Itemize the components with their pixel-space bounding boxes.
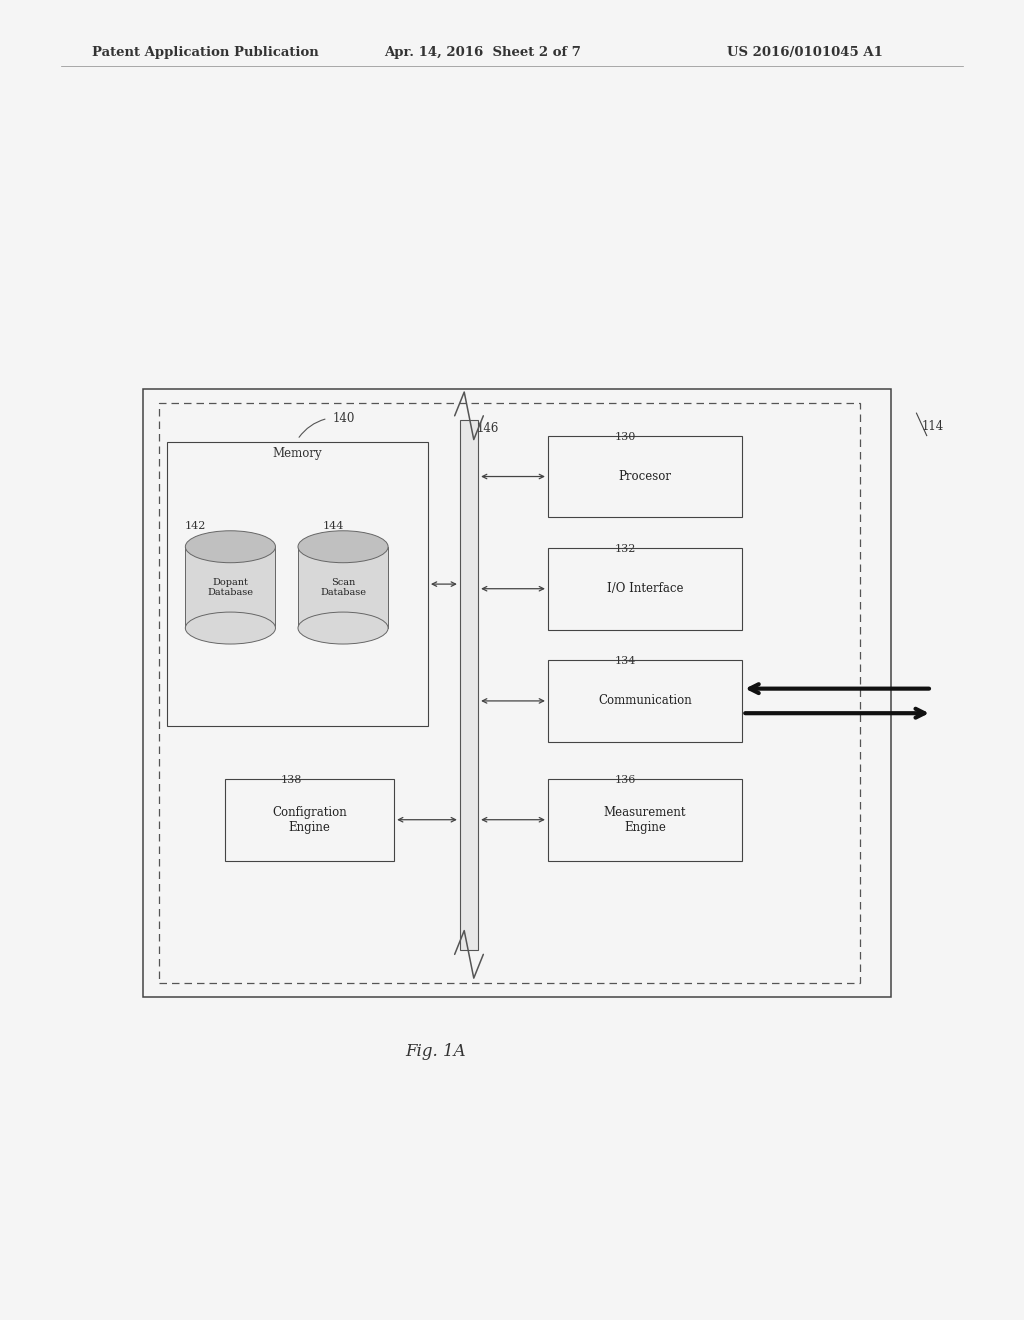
Text: Dopant
Database: Dopant Database: [208, 578, 253, 597]
Bar: [185, 546, 275, 628]
Text: 146: 146: [476, 422, 499, 436]
Text: 136: 136: [614, 775, 636, 785]
Ellipse shape: [185, 531, 275, 562]
Ellipse shape: [185, 612, 275, 644]
Text: Scan
Database: Scan Database: [321, 578, 366, 597]
Text: Patent Application Publication: Patent Application Publication: [92, 46, 318, 59]
Text: 114: 114: [922, 420, 944, 433]
Text: Configration
Engine: Configration Engine: [272, 805, 347, 834]
Text: Procesor: Procesor: [618, 470, 672, 483]
Ellipse shape: [298, 531, 388, 562]
Text: 144: 144: [323, 521, 344, 532]
Text: Apr. 14, 2016  Sheet 2 of 7: Apr. 14, 2016 Sheet 2 of 7: [384, 46, 581, 59]
Bar: [225, 779, 394, 861]
Text: Fig. 1A: Fig. 1A: [404, 1043, 466, 1060]
Text: 130: 130: [614, 432, 636, 442]
Text: US 2016/0101045 A1: US 2016/0101045 A1: [727, 46, 883, 59]
Ellipse shape: [298, 612, 388, 644]
Bar: [548, 779, 742, 861]
Text: 138: 138: [281, 775, 302, 785]
Text: I/O Interface: I/O Interface: [607, 582, 683, 595]
Bar: [460, 420, 478, 950]
Bar: [298, 546, 388, 628]
Bar: [143, 389, 891, 997]
Text: 142: 142: [184, 521, 206, 532]
Text: Measurement
Engine: Measurement Engine: [604, 805, 686, 834]
Bar: [548, 548, 742, 630]
Text: Communication: Communication: [598, 694, 692, 708]
Text: 140: 140: [333, 412, 355, 425]
Text: 132: 132: [614, 544, 636, 554]
Bar: [159, 403, 860, 983]
Text: Memory: Memory: [272, 447, 323, 461]
Bar: [167, 442, 428, 726]
Bar: [548, 660, 742, 742]
Bar: [548, 436, 742, 517]
Text: 134: 134: [614, 656, 636, 667]
